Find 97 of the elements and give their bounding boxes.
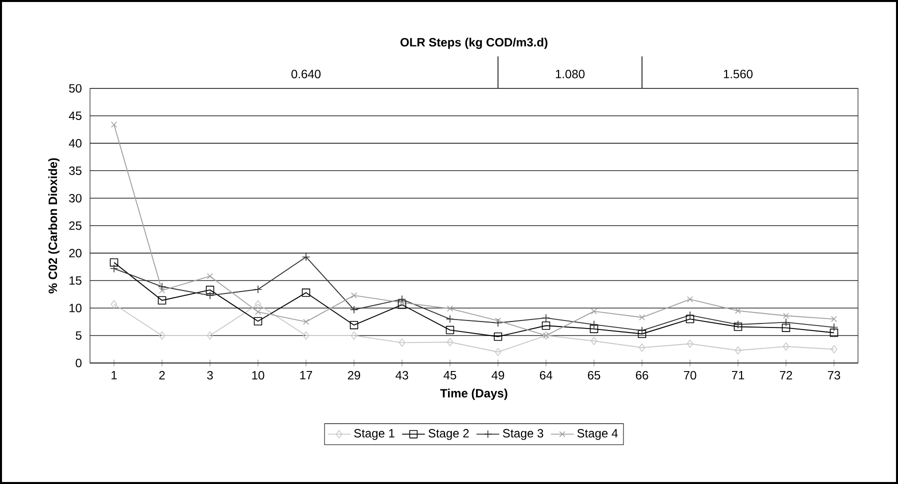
point: [590, 336, 598, 346]
y-tick-label: 5: [76, 331, 82, 340]
x-axis-title: Time (Days): [440, 388, 508, 400]
point: [446, 326, 454, 334]
point: [542, 322, 550, 330]
point: [494, 318, 502, 324]
point: [782, 312, 790, 319]
x-tick-label: 45: [444, 371, 456, 380]
point: [494, 348, 502, 356]
point: [734, 320, 742, 329]
point: [830, 345, 838, 354]
y-tick-label: 50: [69, 84, 82, 93]
point: [110, 264, 118, 273]
point: [782, 324, 790, 332]
y-tick-label: 0: [76, 358, 82, 368]
point: [110, 122, 118, 128]
x-tick-label: 10: [252, 371, 264, 380]
point: [302, 288, 310, 297]
point: [686, 340, 694, 348]
point: [158, 296, 166, 304]
point: [350, 331, 358, 340]
y-tick-label: 30: [69, 194, 82, 202]
point: [638, 330, 646, 338]
point: [158, 331, 166, 340]
y-axis-title: % C02 (Carbon Dioxide): [48, 158, 60, 294]
point: [638, 326, 646, 335]
point: [638, 343, 646, 352]
x-tick-label: 72: [780, 371, 792, 380]
point: [158, 282, 166, 291]
legend-label: Stage 2: [428, 429, 469, 440]
point: [254, 300, 262, 308]
point: [206, 273, 214, 280]
point: [302, 331, 310, 340]
y-tick-label: 25: [69, 221, 82, 230]
point: [542, 314, 550, 322]
point: [446, 338, 454, 346]
legend-label: Stage 1: [354, 429, 394, 440]
point: [734, 308, 742, 314]
y-tick-label: 35: [69, 166, 82, 175]
x-tick-label: 2: [159, 371, 165, 380]
point: [686, 311, 694, 320]
x-tick-label: 70: [684, 371, 696, 380]
point: [590, 308, 598, 314]
point: [638, 314, 646, 320]
point: [398, 300, 406, 306]
point: [110, 258, 118, 267]
point: [398, 338, 406, 347]
legend-label: Stage 4: [577, 429, 618, 440]
point: [254, 285, 262, 294]
x-tick-label: 65: [588, 371, 600, 380]
point: [206, 286, 214, 294]
point: [302, 318, 310, 325]
point: [830, 328, 838, 337]
y-tick-label: 45: [68, 112, 82, 120]
x-tick-label: 66: [636, 371, 648, 380]
point: [734, 346, 742, 354]
point: [782, 342, 790, 351]
text: 0.640: [291, 70, 321, 78]
point: [686, 296, 694, 302]
point: [446, 314, 454, 324]
chart-title: OLR Steps (kg COD/m3.d): [400, 38, 548, 49]
point: [206, 331, 214, 340]
point: [734, 322, 742, 331]
point: [446, 306, 454, 312]
point: [254, 308, 262, 315]
x-tick-label: 1: [112, 371, 117, 380]
point: [830, 316, 838, 322]
y-tick-label: 10: [70, 304, 82, 312]
x-tick-label: 17: [300, 371, 312, 380]
point: [206, 291, 214, 300]
point: [590, 324, 598, 334]
point: [590, 320, 598, 329]
text: 1.080: [556, 70, 585, 78]
y-tick-label: 15: [70, 276, 82, 285]
point: [830, 323, 838, 332]
x-tick-label: 73: [828, 371, 840, 380]
point: [494, 318, 502, 328]
point: [494, 332, 502, 341]
x-tick-label: 49: [492, 371, 504, 380]
point: [110, 300, 118, 308]
point: [302, 252, 310, 262]
point: [350, 306, 358, 314]
point: [158, 287, 166, 294]
legend-label: Stage 3: [502, 429, 544, 440]
x-tick-label: 3: [207, 371, 213, 380]
point: [782, 318, 790, 326]
x-tick-label: 64: [540, 371, 552, 380]
point: [350, 320, 358, 330]
x-tick-label: 71: [732, 371, 744, 380]
x-tick-label: 29: [348, 371, 360, 380]
point: [398, 300, 406, 309]
y-tick-label: 40: [68, 139, 82, 148]
point: [254, 317, 262, 326]
x-tick-label: 43: [396, 371, 408, 380]
text: 1.560: [724, 70, 753, 78]
y-tick-label: 20: [69, 248, 82, 258]
point: [350, 292, 358, 298]
